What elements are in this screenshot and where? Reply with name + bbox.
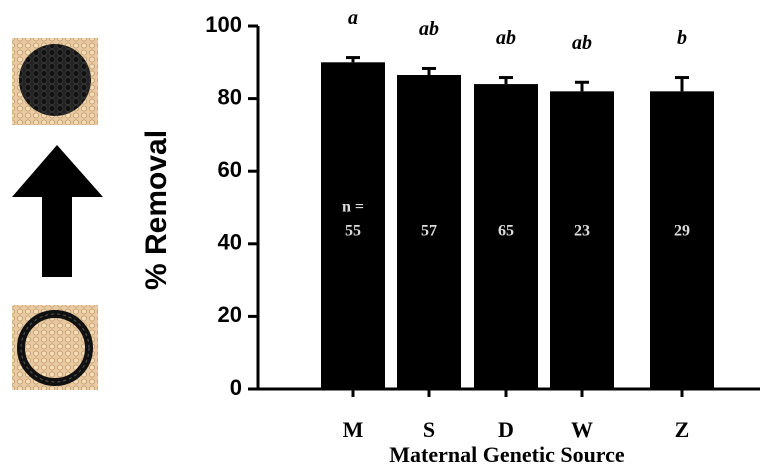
page: % Removal Maternal Genetic Source 0 20 40 6… (0, 0, 770, 472)
n-label: 57 (421, 223, 437, 240)
n-label: 65 (498, 223, 514, 240)
significance-letter: ab (496, 27, 516, 49)
x-axis-label: Maternal Genetic Source (389, 442, 625, 467)
y-tick-label: 0 (230, 375, 242, 400)
significance-letter: ab (419, 18, 439, 40)
x-tick-label: W (571, 417, 593, 442)
y-tick-label: 60 (218, 157, 242, 182)
arrow (12, 145, 103, 277)
n-label: 29 (674, 223, 690, 240)
bar (650, 91, 714, 389)
significance-letter: ab (572, 32, 592, 54)
y-tick-label: 100 (205, 12, 242, 37)
n-prefix: n = (342, 199, 364, 216)
bottom-photo (12, 305, 98, 390)
n-label: 23 (574, 223, 590, 240)
n-label: 55 (345, 223, 361, 240)
y-axis-label: % Removal (140, 130, 173, 290)
x-tick-label: D (498, 417, 514, 442)
x-tick-label: S (423, 417, 435, 442)
significance-letter: b (677, 27, 687, 49)
top-photo (12, 38, 98, 125)
significance-letter: a (348, 7, 358, 29)
x-tick-label: Z (675, 417, 690, 442)
y-tick-label: 20 (218, 302, 242, 327)
x-tick-label: M (343, 417, 364, 442)
y-tick-label: 80 (218, 84, 242, 109)
chart: % Removal Maternal Genetic Source 0 20 40 6… (0, 0, 770, 472)
bar (550, 91, 614, 389)
y-tick-label: 40 (218, 230, 242, 255)
